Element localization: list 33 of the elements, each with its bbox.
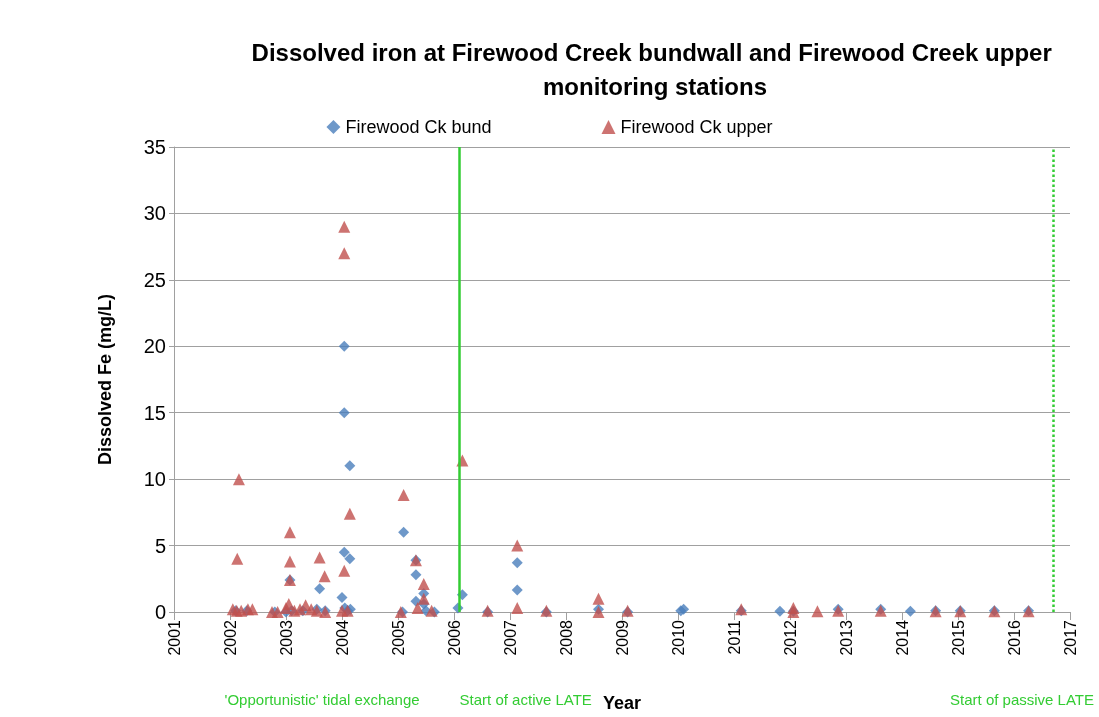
text: 'Opportunistic' tidal exchange: [224, 690, 420, 708]
x-tick-label: 2013: [837, 619, 855, 656]
x-tick-label: 2005: [389, 619, 407, 656]
legend-label: Firewood Ck upper: [620, 117, 773, 137]
x-tick-label: 2016: [1005, 619, 1023, 656]
chart-title: Dissolved iron at Firewood Creek bundwall and Firewood Creek upper monitoring stations: [251, 38, 1059, 100]
x-tick-label: 2006: [445, 619, 463, 656]
y-tick-label: 15: [143, 401, 166, 424]
x-tick-label: 2002: [221, 619, 239, 656]
y-tick-label: 30: [143, 202, 166, 225]
x-tick-label: 2008: [557, 619, 575, 656]
legend-label: Firewood Ck bund: [345, 117, 492, 137]
y-tick-label: 20: [143, 335, 166, 358]
x-tick-label: 2015: [949, 619, 967, 656]
y-tick-label: 0: [154, 601, 166, 623]
y-tick-label: 35: [143, 136, 166, 158]
x-tick-label: 2007: [501, 619, 519, 656]
x-tick-label: 2011: [725, 619, 743, 655]
x-tick-label: 2009: [613, 619, 631, 656]
x-tick-label: 2012: [781, 619, 799, 656]
x-tick-label: 2017: [1061, 619, 1079, 656]
ref-line-label: Start of active LATE: [459, 690, 592, 708]
y-tick-label: 25: [143, 268, 166, 291]
x-tick-label: 2010: [669, 619, 687, 656]
y-tick-label: 5: [154, 534, 166, 557]
x-tick-label: 2003: [277, 619, 295, 656]
ref-line-label: Start of passive LATE: [950, 690, 1094, 708]
x-axis-title: Year: [602, 693, 642, 713]
x-tick-label: 2001: [165, 619, 183, 656]
x-tick-label: 2014: [893, 619, 911, 656]
y-axis-title: Dissolved Fe (mg/L): [95, 293, 115, 466]
x-tick-label: 2004: [333, 619, 351, 656]
y-tick-label: 10: [143, 468, 166, 491]
